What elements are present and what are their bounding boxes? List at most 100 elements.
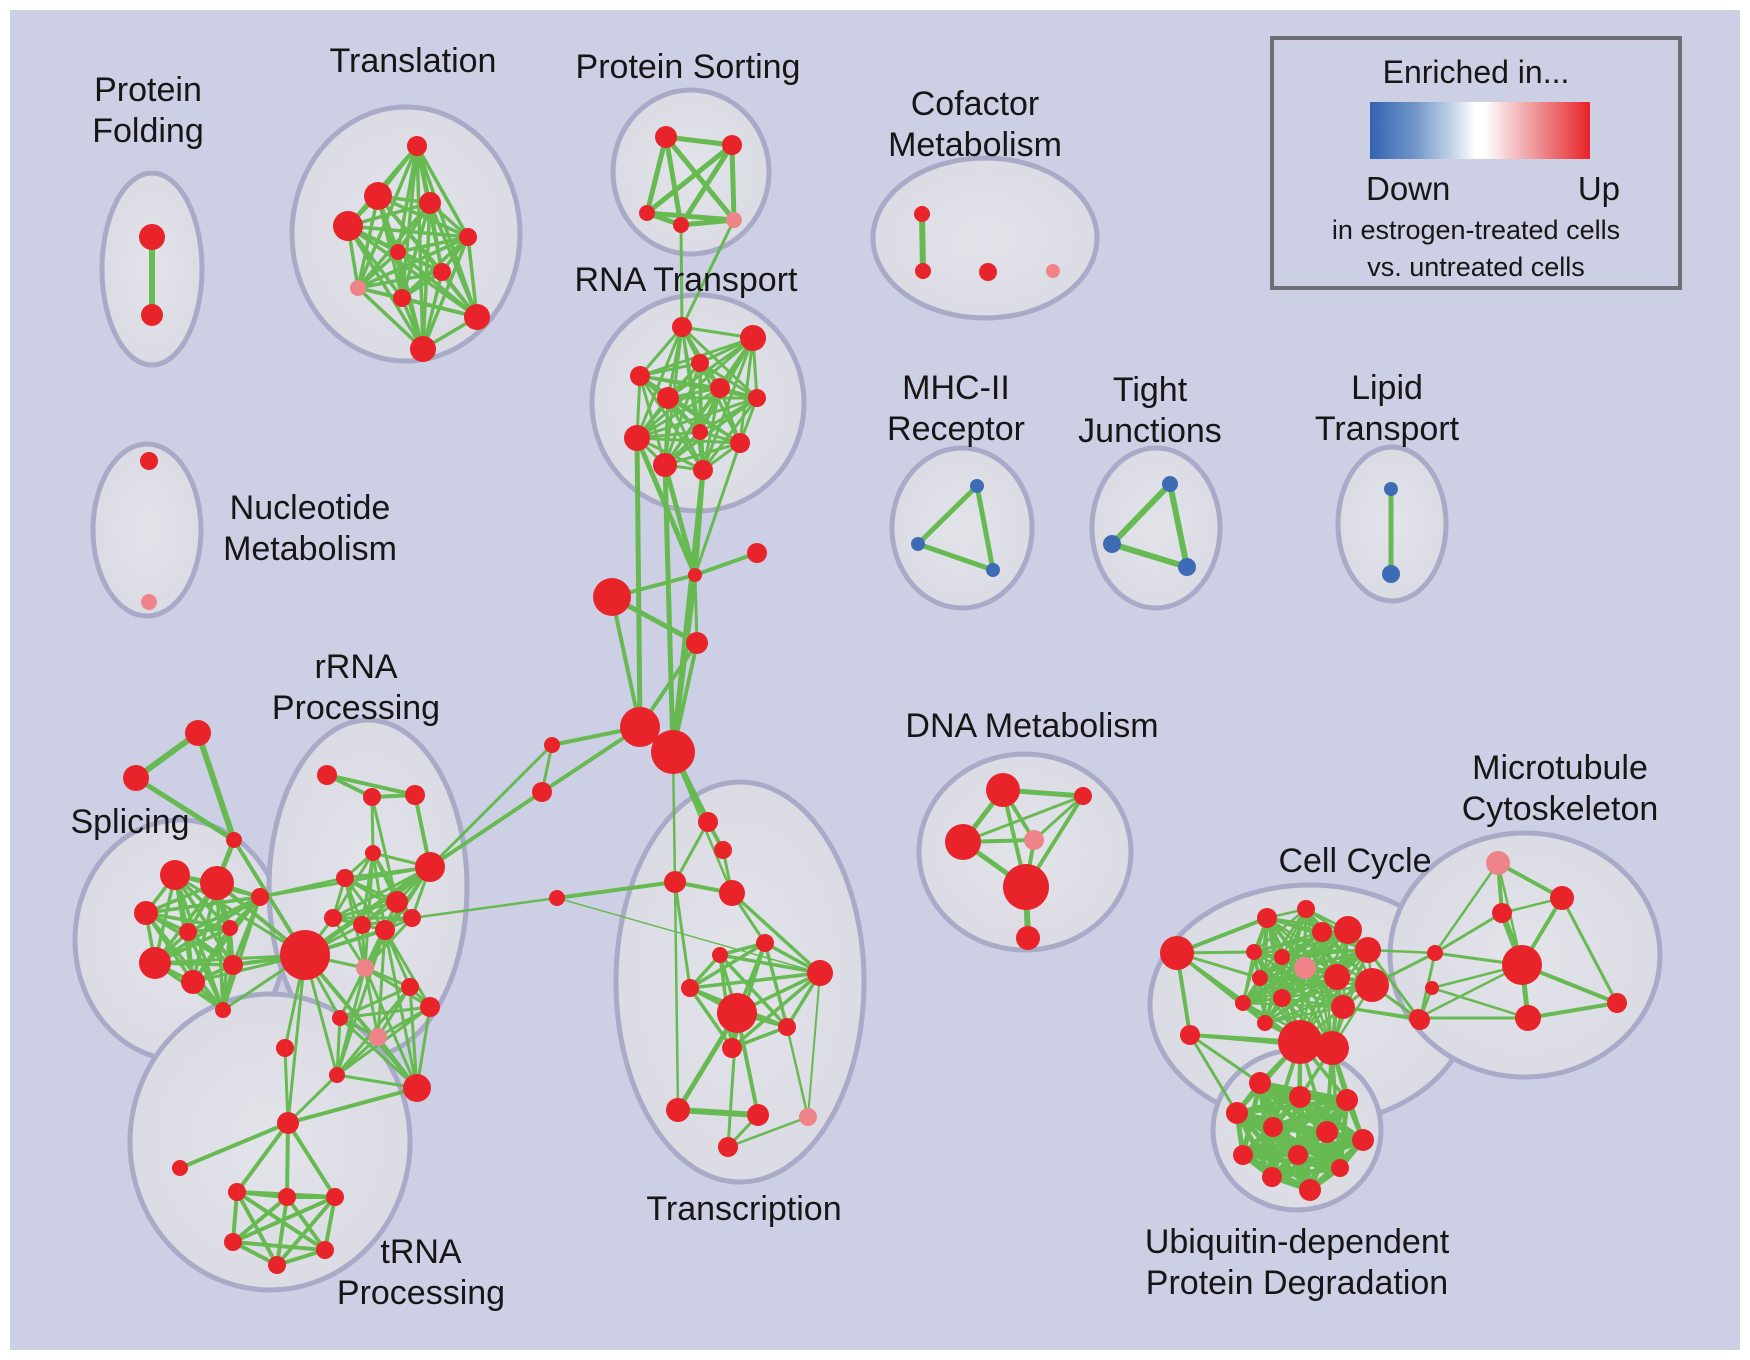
gene-set-node[interactable] xyxy=(1278,1020,1322,1064)
gene-set-node[interactable] xyxy=(222,920,238,936)
gene-set-node[interactable] xyxy=(1046,264,1060,278)
gene-set-node[interactable] xyxy=(277,1112,299,1134)
gene-set-node[interactable] xyxy=(1252,970,1268,986)
gene-set-node[interactable] xyxy=(722,1038,742,1058)
gene-set-node[interactable] xyxy=(1515,1005,1541,1031)
gene-set-node[interactable] xyxy=(1384,482,1398,496)
gene-set-node[interactable] xyxy=(664,871,686,893)
gene-set-node[interactable] xyxy=(630,366,650,386)
gene-set-node[interactable] xyxy=(224,1233,242,1251)
gene-set-node[interactable] xyxy=(970,479,984,493)
gene-set-node[interactable] xyxy=(1312,922,1332,942)
gene-set-node[interactable] xyxy=(1382,565,1400,583)
gene-set-node[interactable] xyxy=(710,378,730,398)
gene-set-node[interactable] xyxy=(333,211,363,241)
gene-set-node[interactable] xyxy=(712,947,728,963)
gene-set-node[interactable] xyxy=(718,1137,738,1157)
gene-set-node[interactable] xyxy=(1315,1031,1349,1065)
gene-set-node[interactable] xyxy=(172,1160,188,1176)
gene-set-node[interactable] xyxy=(1257,908,1277,928)
gene-set-node[interactable] xyxy=(329,1067,345,1083)
gene-set-node[interactable] xyxy=(317,765,337,785)
gene-set-node[interactable] xyxy=(1334,916,1362,944)
gene-set-node[interactable] xyxy=(364,182,392,210)
gene-set-node[interactable] xyxy=(1425,981,1439,995)
gene-set-node[interactable] xyxy=(1297,900,1315,918)
gene-set-node[interactable] xyxy=(692,424,708,440)
gene-set-node[interactable] xyxy=(1427,945,1443,961)
gene-set-node[interactable] xyxy=(403,1074,431,1102)
gene-set-node[interactable] xyxy=(123,765,149,791)
gene-set-node[interactable] xyxy=(179,923,197,941)
gene-set-node[interactable] xyxy=(714,841,732,859)
gene-set-node[interactable] xyxy=(1226,1102,1248,1124)
gene-set-node[interactable] xyxy=(698,812,718,832)
gene-set-node[interactable] xyxy=(740,325,766,351)
gene-set-node[interactable] xyxy=(401,978,419,996)
gene-set-node[interactable] xyxy=(693,460,713,480)
gene-set-node[interactable] xyxy=(681,979,699,997)
gene-set-node[interactable] xyxy=(1607,993,1627,1013)
gene-set-node[interactable] xyxy=(420,997,440,1017)
gene-set-node[interactable] xyxy=(464,304,490,330)
gene-set-node[interactable] xyxy=(672,317,692,337)
gene-set-node[interactable] xyxy=(139,947,171,979)
gene-set-node[interactable] xyxy=(1162,476,1178,492)
gene-set-node[interactable] xyxy=(722,135,742,155)
gene-set-node[interactable] xyxy=(390,244,406,260)
gene-set-node[interactable] xyxy=(1492,903,1512,923)
gene-set-node[interactable] xyxy=(624,425,650,451)
gene-set-node[interactable] xyxy=(280,930,330,980)
gene-set-node[interactable] xyxy=(268,1256,286,1274)
gene-set-node[interactable] xyxy=(1288,1145,1308,1165)
gene-set-node[interactable] xyxy=(326,1188,344,1206)
gene-set-node[interactable] xyxy=(363,788,381,806)
gene-set-node[interactable] xyxy=(1246,944,1262,960)
gene-set-node[interactable] xyxy=(726,212,742,228)
gene-set-node[interactable] xyxy=(226,832,242,848)
gene-set-node[interactable] xyxy=(719,880,745,906)
gene-set-node[interactable] xyxy=(134,901,158,925)
gene-set-node[interactable] xyxy=(532,782,552,802)
gene-set-node[interactable] xyxy=(1273,989,1291,1007)
gene-set-node[interactable] xyxy=(1331,1159,1349,1177)
gene-set-node[interactable] xyxy=(375,920,395,940)
gene-set-node[interactable] xyxy=(1016,926,1040,950)
gene-set-node[interactable] xyxy=(403,909,421,927)
gene-set-node[interactable] xyxy=(278,1188,296,1206)
gene-set-node[interactable] xyxy=(673,217,689,233)
gene-set-node[interactable] xyxy=(945,824,981,860)
gene-set-node[interactable] xyxy=(666,1098,690,1122)
gene-set-node[interactable] xyxy=(1024,830,1044,850)
gene-set-node[interactable] xyxy=(691,354,709,372)
gene-set-node[interactable] xyxy=(979,263,997,281)
gene-set-node[interactable] xyxy=(1355,937,1381,963)
gene-set-node[interactable] xyxy=(433,263,451,281)
gene-set-node[interactable] xyxy=(657,387,679,409)
gene-set-node[interactable] xyxy=(748,389,766,407)
gene-set-node[interactable] xyxy=(393,289,411,307)
gene-set-node[interactable] xyxy=(655,126,677,148)
gene-set-node[interactable] xyxy=(799,1108,817,1126)
gene-set-node[interactable] xyxy=(914,206,930,222)
gene-set-node[interactable] xyxy=(1003,864,1049,910)
gene-set-node[interactable] xyxy=(549,890,565,906)
gene-set-node[interactable] xyxy=(251,888,269,906)
gene-set-node[interactable] xyxy=(1235,995,1251,1011)
gene-set-node[interactable] xyxy=(1180,1025,1200,1045)
gene-set-node[interactable] xyxy=(419,192,441,214)
gene-set-node[interactable] xyxy=(160,860,190,890)
gene-set-node[interactable] xyxy=(915,263,931,279)
gene-set-node[interactable] xyxy=(756,934,774,952)
gene-set-node[interactable] xyxy=(415,852,445,882)
gene-set-node[interactable] xyxy=(653,453,677,477)
gene-set-node[interactable] xyxy=(651,730,695,774)
gene-set-node[interactable] xyxy=(223,955,243,975)
gene-set-node[interactable] xyxy=(1294,957,1316,979)
gene-set-node[interactable] xyxy=(1160,936,1194,970)
gene-set-node[interactable] xyxy=(1074,787,1092,805)
gene-set-node[interactable] xyxy=(807,960,833,986)
gene-set-node[interactable] xyxy=(1486,851,1510,875)
gene-set-node[interactable] xyxy=(181,970,205,994)
gene-set-node[interactable] xyxy=(140,452,158,470)
